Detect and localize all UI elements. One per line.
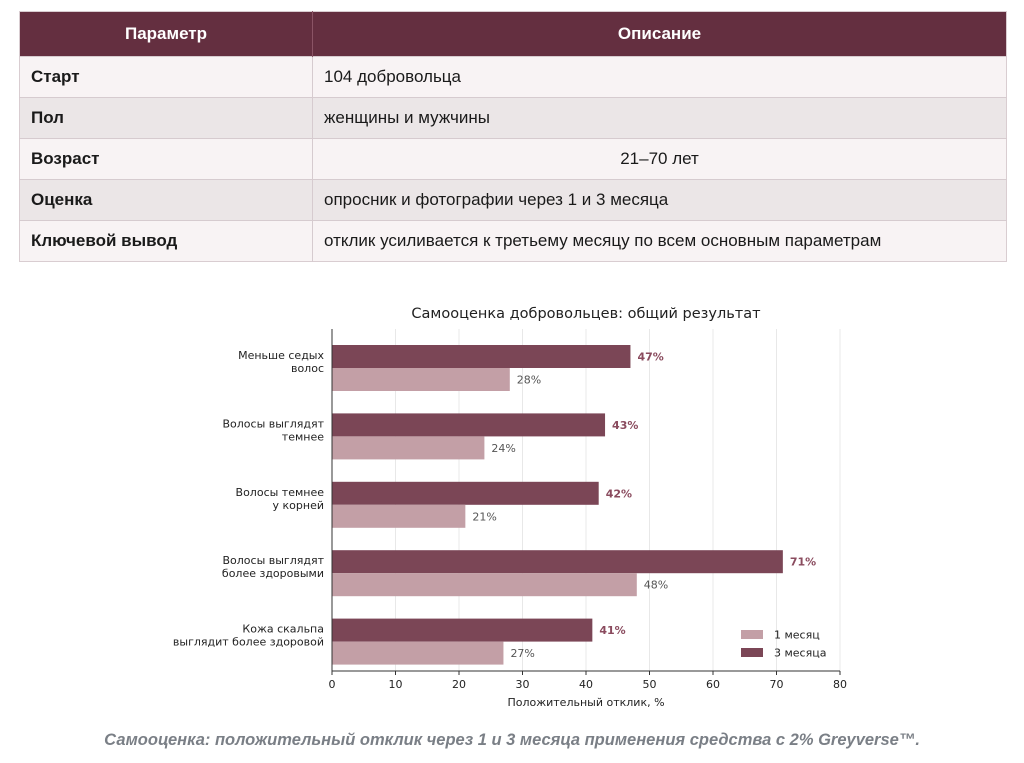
param-cell: Оценка — [19, 179, 313, 221]
bars-layer: 47% 28% 43% 24% 42% 21% 71% 48% 41% 27% — [332, 345, 816, 665]
legend-swatch — [741, 648, 763, 657]
bar-1-month — [332, 368, 510, 391]
data-label-3-months: 47% — [637, 351, 663, 364]
legend-label: 3 месяца — [774, 647, 826, 660]
data-label-3-months: 41% — [599, 624, 625, 637]
x-tick-label: 70 — [770, 678, 784, 691]
param-cell: Ключевой вывод — [19, 220, 313, 262]
data-label-3-months: 42% — [606, 487, 632, 500]
data-label-1-month: 27% — [510, 647, 534, 660]
desc-cell: женщины и мужчины — [312, 97, 1007, 139]
data-label-1-month: 48% — [644, 579, 668, 592]
bar-3-months — [332, 345, 631, 368]
desc-cell: опросник и фотографии через 1 и 3 месяца — [312, 179, 1007, 221]
x-tick-label: 10 — [389, 678, 403, 691]
column-header-desc: Описание — [312, 11, 1007, 57]
x-tick-label: 60 — [706, 678, 720, 691]
table-row: Ключевой вывод отклик усиливается к трет… — [19, 220, 1007, 262]
figure-caption: Самооценка: положительный отклик через 1… — [104, 731, 920, 749]
bar-1-month — [332, 504, 466, 528]
bar-1-month — [332, 641, 504, 665]
axis-layer: 0 10 20 30 40 50 60 70 80 Меньше седых волос Волосы… — [173, 329, 847, 691]
desc-cell: 104 добровольца — [312, 56, 1007, 98]
param-cell: Возраст — [19, 138, 313, 180]
bar-3-months — [332, 481, 599, 505]
category-label: Волосы выглядят более здоровыми — [222, 554, 325, 580]
table-header-row: Параметр Описание — [19, 11, 1007, 57]
x-tick-label: 50 — [643, 678, 657, 691]
category-label: Кожа скальпа выглядит более здоровой — [173, 623, 324, 649]
x-tick-label: 40 — [579, 678, 593, 691]
table-row: Оценка опросник и фотографии через 1 и 3… — [19, 179, 1007, 221]
legend-swatch — [741, 630, 763, 639]
data-label-1-month: 21% — [472, 510, 496, 523]
parameters-table: Параметр Описание Старт 104 добровольца … — [19, 11, 1007, 262]
category-label: Волосы выглядят темнее — [223, 417, 325, 443]
x-tick-label: 20 — [452, 678, 466, 691]
chart-title: Самооценка добровольцев: общий результат — [411, 306, 761, 322]
param-cell: Пол — [19, 97, 313, 139]
category-label: Волосы темнее у корней — [236, 486, 325, 512]
bar-3-months — [332, 618, 593, 642]
data-label-3-months: 43% — [612, 419, 638, 432]
data-label-1-month: 24% — [491, 442, 515, 455]
bar-1-month — [332, 436, 485, 460]
legend: 1 месяц 3 месяца — [741, 629, 826, 660]
table-row: Старт 104 добровольца — [19, 56, 1007, 98]
x-tick-label: 80 — [833, 678, 847, 691]
desc-cell: отклик усиливается к третьему месяцу по … — [312, 220, 1007, 262]
data-label-3-months: 71% — [790, 556, 816, 569]
bar-3-months — [332, 413, 606, 437]
param-cell: Старт — [19, 56, 313, 98]
table-row: Пол женщины и мужчины — [19, 97, 1007, 139]
bar-3-months — [332, 550, 783, 574]
x-axis-label: Положительный отклик, % — [507, 696, 664, 709]
legend-label: 1 месяц — [774, 629, 820, 642]
x-tick-label: 0 — [329, 678, 336, 691]
bar-chart: Самооценка добровольцев: общий результат… — [173, 306, 847, 709]
data-label-1-month: 28% — [517, 374, 541, 387]
x-tick-label: 30 — [516, 678, 530, 691]
table-row: Возраст 21–70 лет — [19, 138, 1007, 180]
bar-1-month — [332, 573, 637, 597]
category-label: Меньше седых волос — [238, 349, 324, 375]
column-header-param: Параметр — [19, 11, 313, 57]
desc-cell: 21–70 лет — [312, 138, 1007, 180]
